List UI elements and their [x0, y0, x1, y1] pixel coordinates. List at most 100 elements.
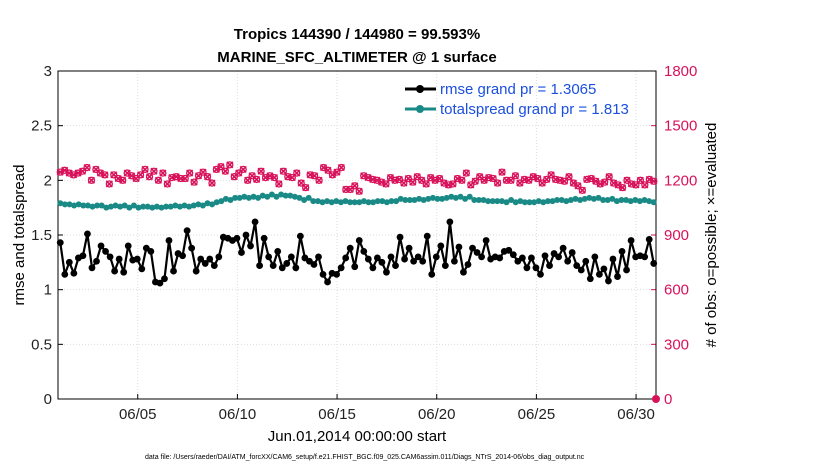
- obs-possible-point: [498, 168, 506, 176]
- rmse-point: [79, 252, 87, 260]
- rmse-point: [147, 248, 155, 255]
- obs-possible-point: [346, 185, 354, 194]
- obs-evaluated-point: [373, 176, 381, 184]
- totalspread-point: [393, 198, 400, 205]
- x-axis-label: Jun.01,2014 00:00:00 start: [268, 428, 447, 445]
- totalspread-point: [222, 195, 229, 202]
- rmse-point: [165, 237, 173, 244]
- rmse-point: [568, 249, 576, 256]
- obs-possible-point: [257, 167, 265, 175]
- rmse-point: [283, 260, 291, 267]
- y-tick-label: 1.5: [31, 227, 52, 244]
- obs-possible-point: [141, 165, 149, 174]
- grid: [58, 70, 656, 400]
- obs-evaluated-point: [221, 167, 229, 175]
- rmse-point: [387, 253, 395, 261]
- obs-possible-point: [279, 167, 288, 175]
- obs-evaluated-point: [257, 167, 265, 175]
- totalspread-point: [448, 193, 455, 200]
- rmse-point: [383, 268, 390, 276]
- rmse-point: [573, 262, 581, 270]
- obs-evaluated-point: [239, 165, 247, 173]
- totalspread-point: [84, 202, 91, 209]
- x-tick-label: 06/20: [418, 406, 456, 423]
- totalspread-point: [406, 197, 413, 204]
- totalspread-point: [439, 195, 446, 202]
- totalspread-point: [641, 197, 648, 204]
- obs-evaluated-point: [70, 171, 78, 179]
- y2-tick-label: 0: [664, 391, 672, 408]
- rmse-point: [206, 255, 214, 263]
- rmse-point: [278, 264, 286, 272]
- rmse-point: [120, 268, 128, 276]
- obs-evaluated-point: [114, 174, 122, 183]
- obs-evaluated-point: [565, 173, 573, 181]
- totalspread-point: [98, 202, 105, 209]
- y-tick-label: 0.5: [31, 336, 52, 353]
- obs-evaluated-point: [427, 174, 435, 182]
- legend-spread-label: totalspread grand pr = 1.813: [440, 101, 629, 118]
- totalspread-point: [604, 197, 611, 204]
- totalspread-point: [181, 202, 188, 209]
- obs-evaluated-point: [462, 169, 470, 177]
- obs-evaluated-point: [498, 168, 506, 176]
- obs-possible-point: [302, 183, 310, 192]
- obs-possible-point: [467, 181, 475, 189]
- obs-evaluated-point: [266, 172, 274, 180]
- obs-evaluated-point: [578, 186, 586, 194]
- obs-evaluated-point: [56, 168, 64, 176]
- x-tick-label: 06/30: [617, 406, 655, 423]
- rmse-point: [518, 254, 526, 262]
- totalspread-point: [268, 191, 275, 198]
- rmse-point: [546, 262, 553, 270]
- y-tick-label: 1: [44, 282, 52, 299]
- totalspread-point: [204, 200, 211, 207]
- obs-possible-point: [413, 173, 421, 181]
- totalspread-point: [475, 197, 482, 204]
- rmse-point: [296, 232, 304, 240]
- rmse-point: [378, 258, 386, 266]
- obs-evaluated-point: [163, 180, 171, 188]
- totalspread-point: [241, 193, 248, 200]
- x-axis: 06/05 06/10 06/15 06/20 06/25 06/30: [119, 394, 655, 423]
- chart-title: Tropics 144390 / 144980 = 99.593%: [234, 26, 480, 43]
- obs-evaluated-point: [386, 174, 395, 182]
- y-axis: 0 0.5 1 1.5 2 2.5 3: [31, 63, 63, 408]
- totalspread-point: [494, 198, 501, 205]
- totalspread-point: [646, 198, 653, 205]
- obs-possible-point: [641, 181, 649, 189]
- totalspread-point: [590, 195, 597, 202]
- totalspread-point: [535, 198, 542, 205]
- rmse-point: [469, 244, 476, 252]
- rmse-point: [559, 244, 567, 252]
- rmse-point: [609, 255, 617, 263]
- totalspread-point: [544, 198, 551, 205]
- totalspread-point: [411, 197, 418, 204]
- totalspread-point: [416, 195, 423, 202]
- rmse-point: [464, 261, 472, 268]
- totalspread-point: [255, 194, 262, 201]
- obs-possible-point: [636, 176, 645, 184]
- obs-evaluated-point: [253, 175, 261, 183]
- y-tick-label: 2.5: [31, 118, 52, 135]
- obs-evaluated-point: [494, 179, 502, 187]
- rmse-point: [537, 270, 544, 278]
- rmse-point: [65, 258, 73, 266]
- obs-evaluated-point: [422, 180, 430, 188]
- obs-evaluated-point: [511, 172, 519, 180]
- rmse-point: [188, 244, 196, 252]
- totalspread-point: [195, 201, 202, 208]
- rmse-point: [523, 264, 531, 272]
- rmse-point: [478, 253, 485, 261]
- totalspread-point: [563, 198, 570, 205]
- totalspread-point: [342, 198, 349, 205]
- obs-evaluated-point: [587, 174, 595, 183]
- obs-evaluated-point: [190, 178, 198, 186]
- totalspread-point: [324, 198, 331, 205]
- rmse-point: [618, 248, 626, 255]
- obs-possible-point: [351, 182, 359, 190]
- obs-possible-point: [110, 171, 118, 179]
- obs-possible-point: [333, 168, 341, 176]
- obs-possible-point: [217, 163, 225, 171]
- obs-possible-point: [154, 176, 163, 184]
